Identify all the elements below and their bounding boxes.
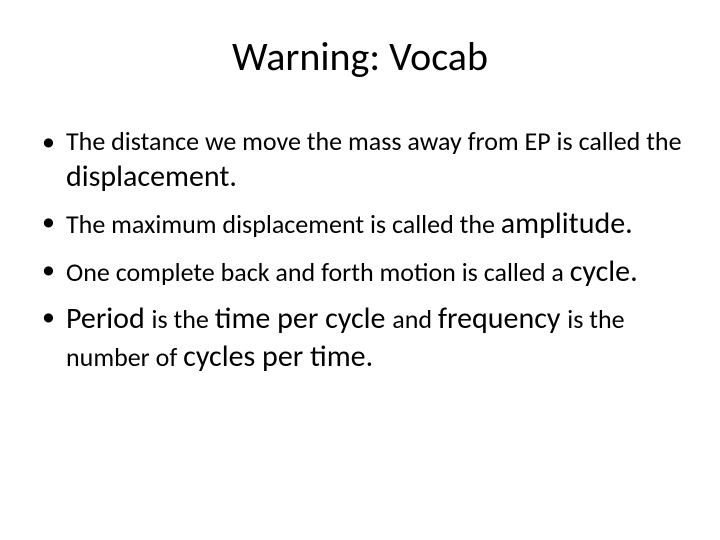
bullet-emph: cycles per time. xyxy=(183,338,373,375)
bullet-text: The distance we move the mass away from … xyxy=(66,125,682,157)
bullet-text: is the xyxy=(152,303,215,335)
bullet-text: One complete back and forth motion is ca… xyxy=(66,256,570,288)
list-item: The maximum displacement is called the a… xyxy=(36,205,684,243)
bullet-emph: frequency xyxy=(438,300,567,337)
list-item: The distance we move the mass away from … xyxy=(36,125,684,195)
bullet-list: The distance we move the mass away from … xyxy=(36,125,684,375)
bullet-emph: Period xyxy=(66,300,152,337)
bullet-emph: amplitude. xyxy=(501,205,633,242)
bullet-text: The maximum displacement is called the xyxy=(66,208,501,240)
bullet-emph: time per cycle xyxy=(215,300,392,337)
list-item: One complete back and forth motion is ca… xyxy=(36,253,684,291)
slide-title: Warning: Vocab xyxy=(36,32,684,81)
bullet-emph: displacement. xyxy=(66,158,237,195)
bullet-text: and xyxy=(392,303,438,335)
list-item: Period is the time per cycle and frequen… xyxy=(36,300,684,375)
bullet-emph: cycle. xyxy=(570,253,638,290)
slide: Warning: Vocab The distance we move the … xyxy=(0,0,720,540)
